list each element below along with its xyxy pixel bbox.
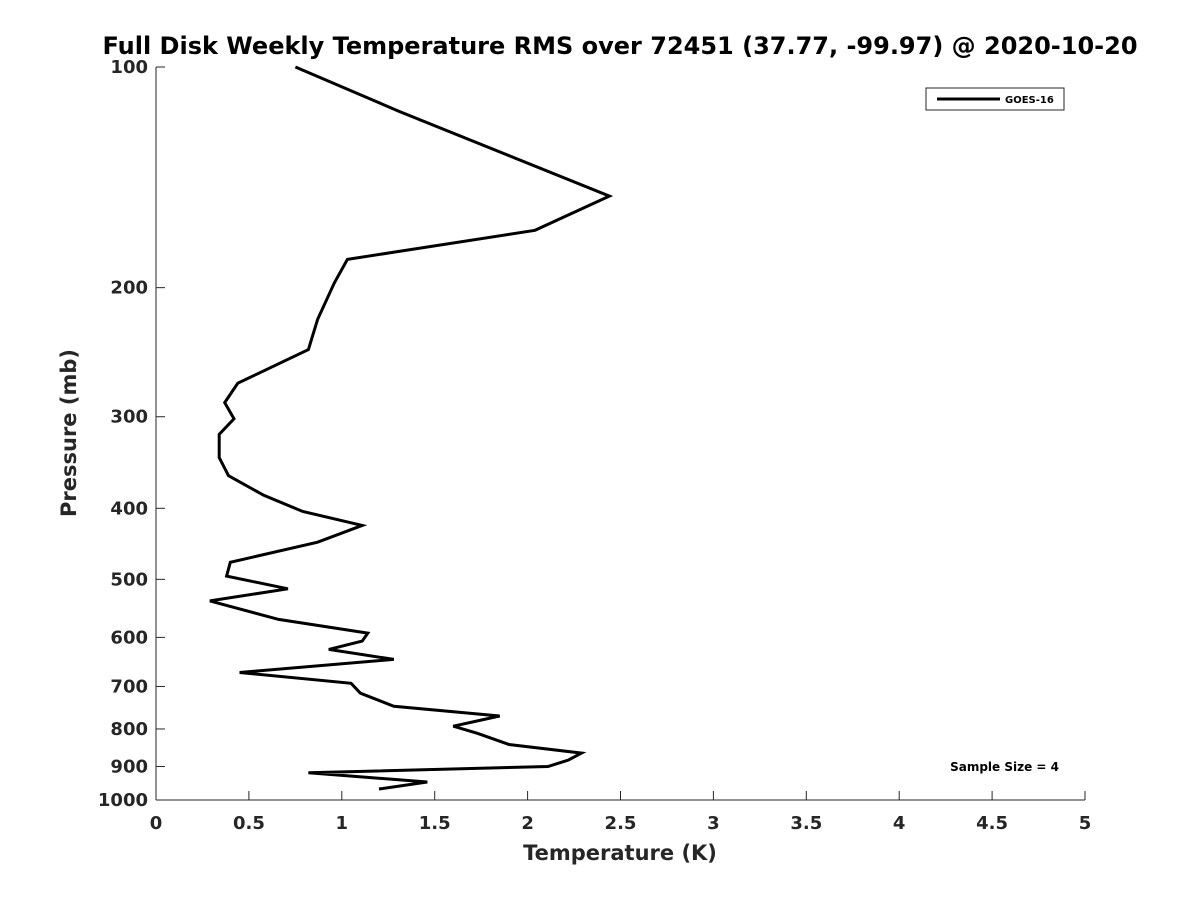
y-tick-label: 200 xyxy=(110,278,148,299)
x-tick-label: 1.5 xyxy=(419,813,451,834)
y-tick-label: 900 xyxy=(110,756,148,777)
x-tick-label: 4 xyxy=(893,813,906,834)
x-tick-label: 0.5 xyxy=(233,813,265,834)
axes: 0 0.5 1 1.5 2 2.5 3 3.5 4 4.5 5 100 200 300 400 500 600 7… xyxy=(98,57,1091,834)
chart-title: Full Disk Weekly Temperature RMS over 72… xyxy=(102,32,1137,60)
y-tick-label: 700 xyxy=(110,676,148,697)
x-tick-label: 5 xyxy=(1079,813,1092,834)
x-tick-label: 4.5 xyxy=(976,813,1008,834)
series-line-goes-16 xyxy=(209,65,614,791)
x-tick-label: 2.5 xyxy=(605,813,637,834)
x-tick-label: 0 xyxy=(150,813,163,834)
y-tick-label: 800 xyxy=(110,719,148,740)
legend-label-goes-16: GOES-16 xyxy=(1005,95,1054,106)
x-tick-label: 1 xyxy=(336,813,349,834)
x-tick-label: 2 xyxy=(521,813,534,834)
sample-size-annotation: Sample Size = 4 xyxy=(950,760,1059,774)
y-tick-label: 100 xyxy=(110,57,148,78)
x-tick-label: 3.5 xyxy=(790,813,822,834)
y-tick-label: 400 xyxy=(110,498,148,519)
series-layer xyxy=(209,65,614,791)
y-tick-label: 300 xyxy=(110,407,148,428)
legend: GOES-16 xyxy=(925,87,1065,111)
x-tick-label: 3 xyxy=(707,813,720,834)
y-tick-label: 500 xyxy=(110,569,148,590)
x-axis-label: Temperature (K) xyxy=(523,841,717,865)
y-axis-label: Pressure (mb) xyxy=(57,349,81,517)
y-tick-label: 600 xyxy=(110,627,148,648)
y-tick-label: 1000 xyxy=(98,790,148,811)
